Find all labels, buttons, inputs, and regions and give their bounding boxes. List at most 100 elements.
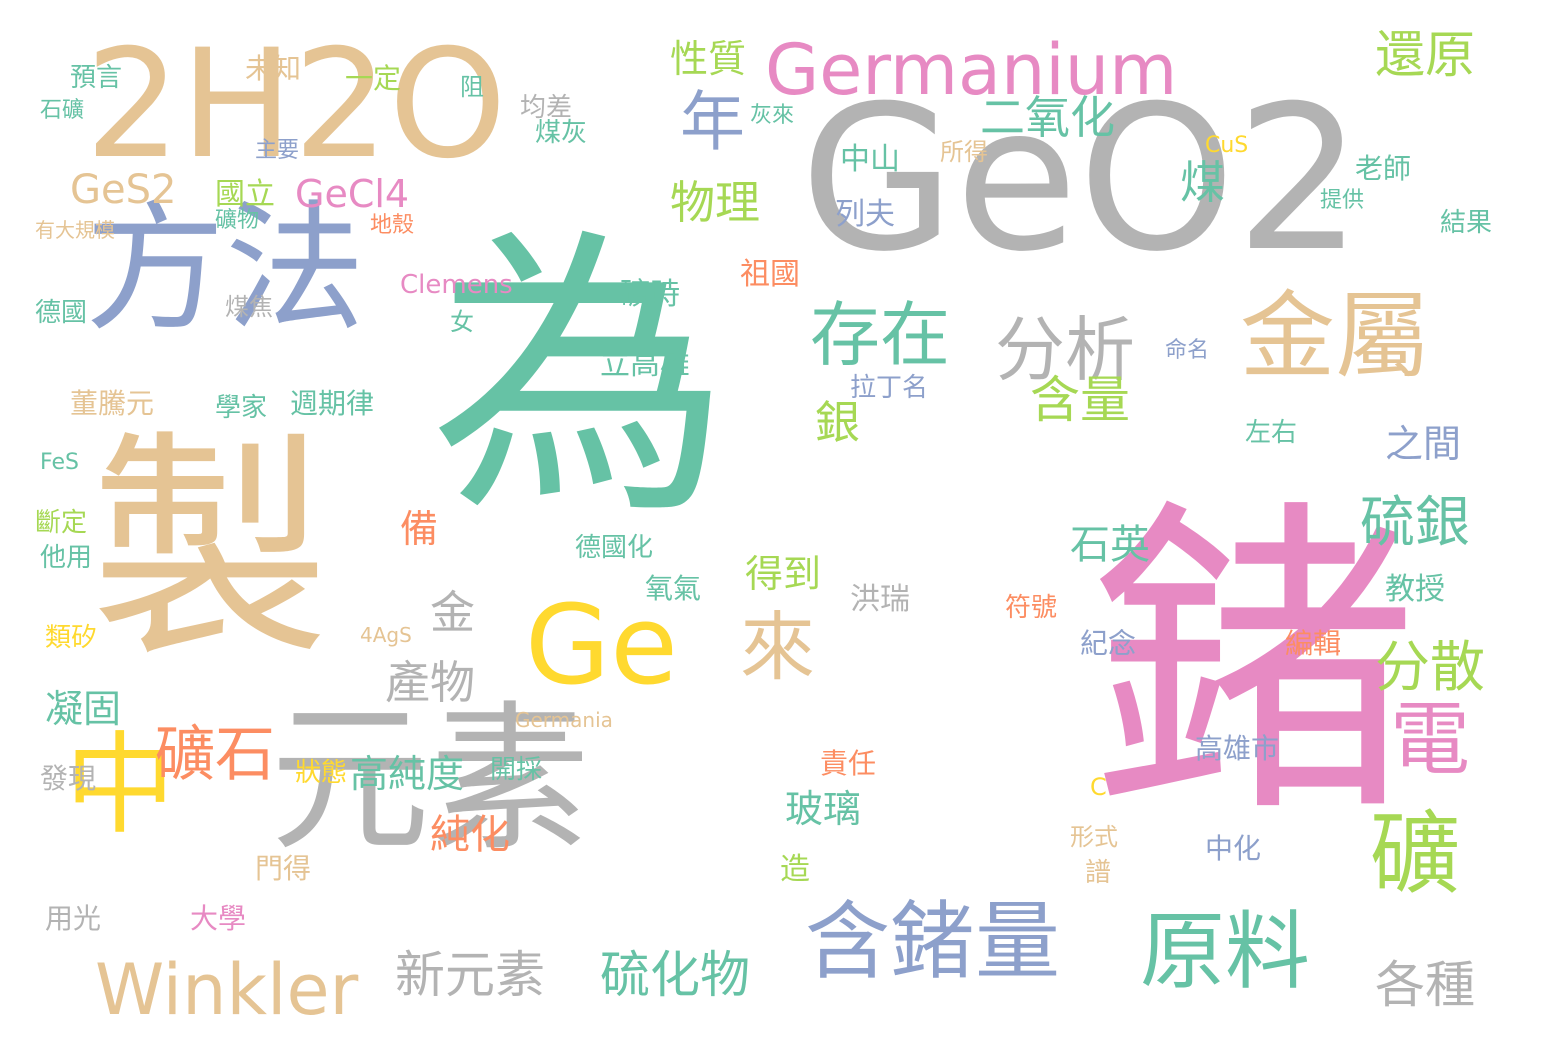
cloud-word: 氧氣 bbox=[645, 572, 702, 605]
cloud-word: CuS bbox=[1205, 133, 1249, 158]
cloud-word: 石礦 bbox=[40, 98, 85, 123]
cloud-word: 年 bbox=[680, 85, 746, 160]
cloud-word: 硫銀 bbox=[1360, 490, 1471, 554]
cloud-word: 門得 bbox=[255, 852, 312, 885]
cloud-word: 符號 bbox=[1005, 593, 1058, 623]
cloud-word: 還原 bbox=[1375, 26, 1475, 84]
cloud-word: 用光 bbox=[45, 902, 102, 935]
cloud-word: 煤灰 bbox=[535, 118, 588, 148]
cloud-word: 祖國 bbox=[740, 257, 800, 292]
cloud-word: 銀 bbox=[815, 396, 861, 449]
cloud-word: 週期律 bbox=[290, 387, 375, 420]
cloud-word: Winkler bbox=[95, 949, 359, 1031]
cloud-word: 形式 bbox=[1070, 823, 1118, 851]
cloud-word: GeS2 bbox=[70, 167, 177, 213]
cloud-word: Germanium bbox=[765, 29, 1178, 111]
cloud-word: 列夫 bbox=[835, 197, 895, 232]
cloud-word: 大學 bbox=[190, 902, 247, 935]
cloud-word: 有大規模 bbox=[35, 218, 115, 242]
cloud-word: 阻 bbox=[460, 73, 484, 101]
cloud-word: 洪瑞 bbox=[850, 582, 910, 617]
cloud-word: 為 bbox=[430, 205, 730, 554]
cloud-word: 玻璃 bbox=[785, 787, 862, 831]
cloud-word: 性質 bbox=[670, 37, 747, 81]
cloud-word: 得到 bbox=[745, 552, 822, 596]
cloud-word: 含量 bbox=[1030, 371, 1130, 429]
cloud-word: GeO2 bbox=[800, 63, 1363, 296]
cloud-word: 4AgS bbox=[360, 623, 412, 647]
cloud-word: 教授 bbox=[1385, 572, 1445, 607]
cloud-word: GeCl4 bbox=[295, 172, 410, 216]
cloud-word: 分析 bbox=[995, 309, 1135, 391]
cloud-word: 中山 bbox=[840, 142, 900, 177]
cloud-word: 狀態 bbox=[295, 758, 348, 788]
cloud-word: 鍺 bbox=[1090, 473, 1420, 857]
cloud-word: 高純度 bbox=[350, 752, 465, 796]
cloud-word: 國立 bbox=[215, 177, 275, 212]
cloud-word: 立高雄 bbox=[600, 347, 690, 382]
cloud-word: 石英 bbox=[1070, 522, 1150, 568]
cloud-word: 董騰元 bbox=[70, 387, 155, 420]
cloud-word: 高雄市 bbox=[1195, 732, 1280, 765]
cloud-word: 之間 bbox=[1385, 422, 1462, 466]
cloud-word: 女 bbox=[450, 308, 474, 336]
cloud-word: 預言 bbox=[70, 63, 123, 93]
cloud-word: Ge bbox=[525, 581, 678, 709]
cloud-word: 發現 bbox=[40, 762, 97, 795]
cloud-word: 他用 bbox=[40, 543, 93, 573]
cloud-word: 含鍺量 bbox=[805, 893, 1061, 992]
cloud-word: 純化 bbox=[430, 812, 510, 858]
cloud-word: Clemens bbox=[400, 270, 513, 300]
cloud-word: 開採 bbox=[490, 755, 543, 785]
cloud-word: 礦石 bbox=[155, 720, 275, 790]
cloud-word: 造 bbox=[780, 852, 810, 887]
cloud-word: 中化 bbox=[1205, 832, 1262, 865]
cloud-word: 硫化物 bbox=[600, 946, 750, 1004]
cloud-word: 礦時 bbox=[620, 277, 680, 312]
cloud-word: 未知 bbox=[245, 52, 302, 85]
cloud-word: 老師 bbox=[1355, 152, 1412, 185]
cloud-word: 製 bbox=[90, 410, 331, 690]
cloud-word: 元素 bbox=[270, 686, 591, 873]
cloud-word: 學家 bbox=[215, 393, 268, 423]
cloud-word: 備 bbox=[400, 507, 439, 551]
cloud-word: 德國化 bbox=[575, 533, 654, 563]
cloud-word: 中 bbox=[65, 721, 175, 849]
cloud-word: C bbox=[1090, 773, 1107, 801]
cloud-word: 命名 bbox=[1165, 338, 1210, 363]
cloud-word: 分散 bbox=[1375, 635, 1486, 699]
cloud-word: 二氧化 bbox=[980, 91, 1116, 144]
cloud-word: 結果 bbox=[1440, 208, 1493, 238]
cloud-word: 煤焦 bbox=[225, 293, 273, 321]
cloud-word: 來 bbox=[740, 603, 816, 691]
cloud-word: 均差 bbox=[520, 93, 573, 123]
cloud-word: 礦 bbox=[1370, 802, 1460, 907]
cloud-word: 存在 bbox=[810, 294, 950, 376]
cloud-word: 責任 bbox=[820, 747, 877, 780]
cloud-word: 金屬 bbox=[1240, 282, 1431, 392]
cloud-word: 編輯 bbox=[1285, 627, 1342, 660]
cloud-word: 灰來 bbox=[750, 103, 795, 128]
cloud-word: 礦物 bbox=[215, 208, 260, 233]
cloud-word: 電 bbox=[1390, 693, 1470, 786]
cloud-word: 斷定 bbox=[35, 508, 88, 538]
cloud-word: 德國 bbox=[35, 298, 88, 328]
cloud-word: 煤 bbox=[1180, 156, 1226, 209]
cloud-word: Germania bbox=[515, 708, 613, 732]
cloud-word: 金 bbox=[430, 586, 476, 639]
cloud-word: 類矽 bbox=[45, 623, 98, 653]
cloud-word: 紀念 bbox=[1080, 627, 1137, 660]
cloud-word: 主要 bbox=[255, 138, 300, 163]
cloud-word: 地殼 bbox=[370, 213, 415, 238]
cloud-word: 新元素 bbox=[395, 946, 545, 1004]
cloud-word: 凝固 bbox=[45, 687, 122, 731]
cloud-word: 2H2O bbox=[85, 18, 507, 192]
cloud-word: FeS bbox=[40, 450, 79, 475]
cloud-word: 一定 bbox=[345, 62, 402, 95]
cloud-word: 左右 bbox=[1245, 418, 1298, 448]
cloud-word: 所得 bbox=[940, 138, 988, 166]
cloud-word: 各種 bbox=[1375, 956, 1475, 1014]
cloud-word: 產物 bbox=[385, 656, 476, 709]
cloud-word: 原料 bbox=[1140, 903, 1311, 1002]
